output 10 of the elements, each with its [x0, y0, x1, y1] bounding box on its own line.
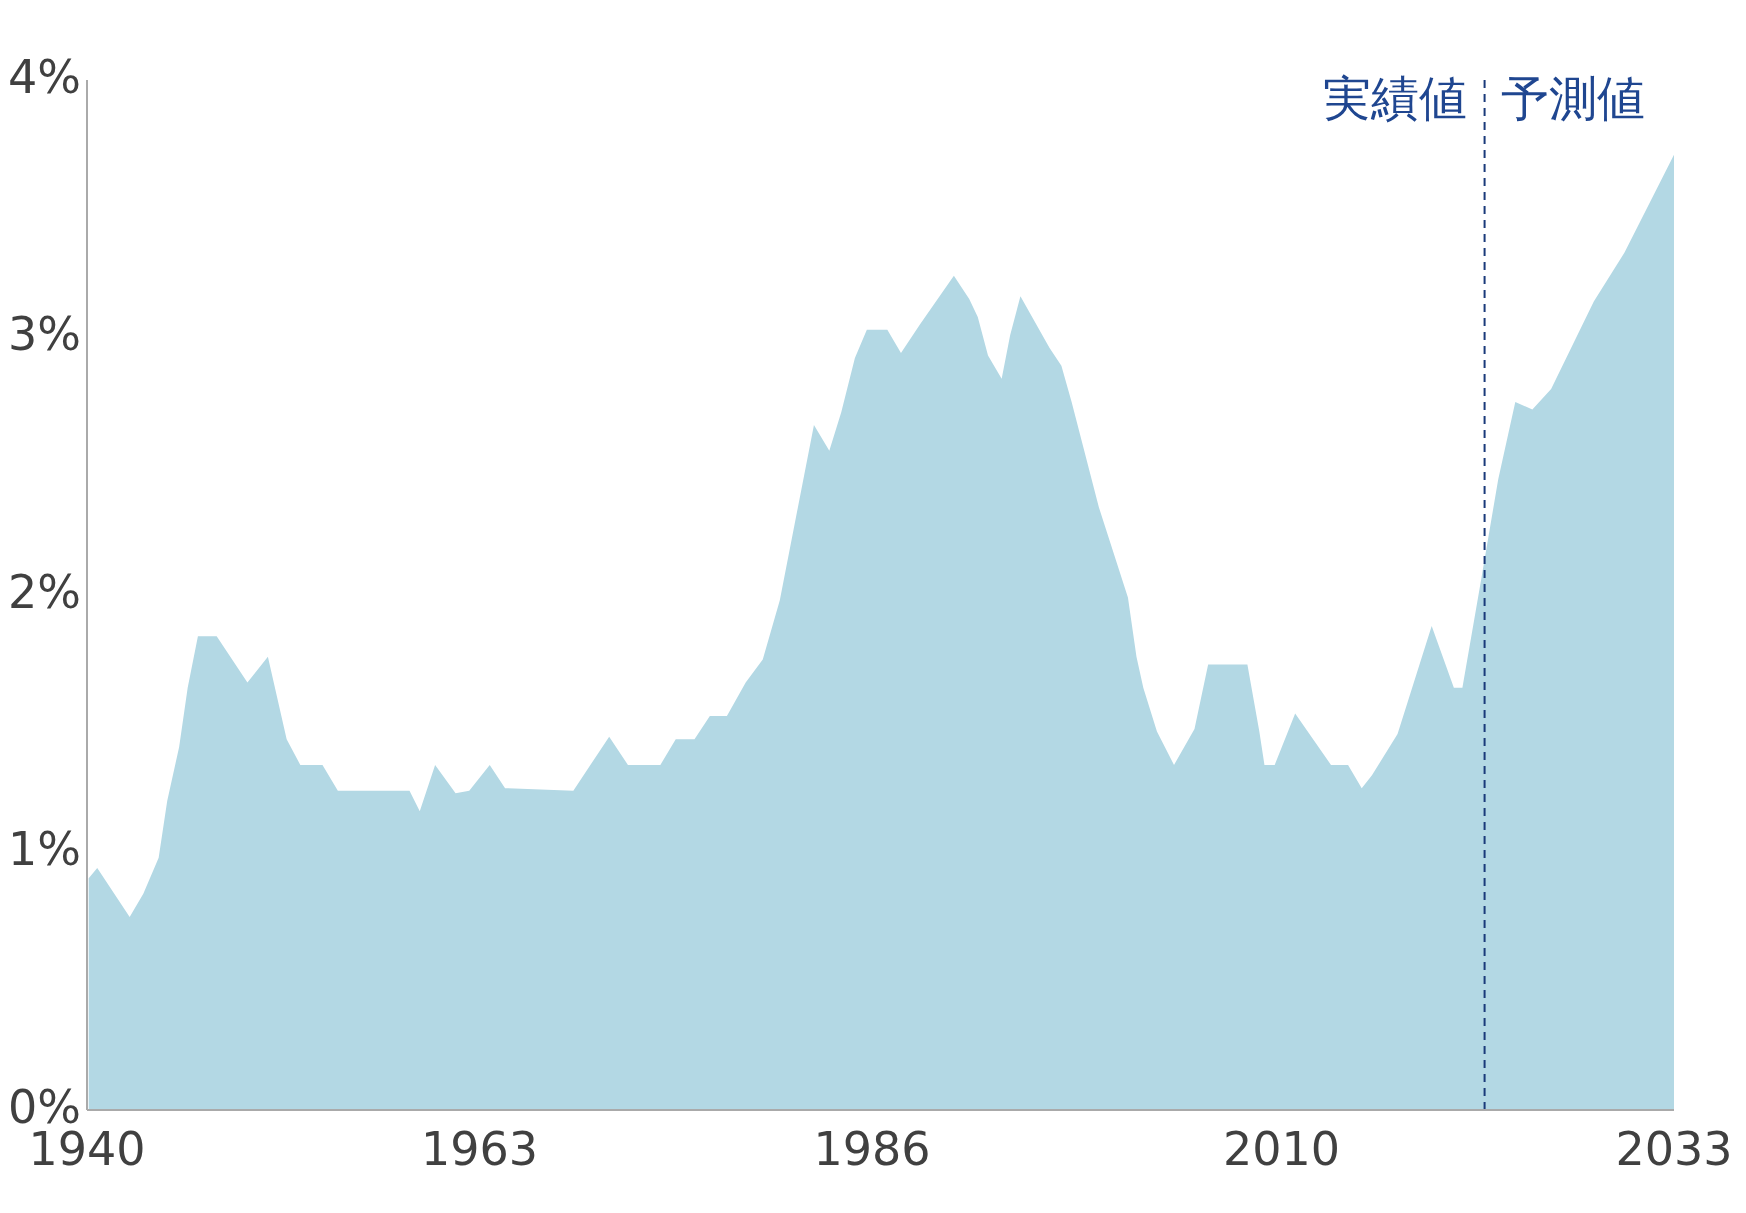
- y-tick-label: 2%: [8, 564, 81, 619]
- y-tick-label: 3%: [8, 307, 81, 361]
- x-tick-label: 1986: [813, 1122, 931, 1176]
- x-tick-label: 1963: [420, 1122, 539, 1176]
- annotation: 実績値: [1322, 70, 1467, 126]
- annotation: 予測値: [1500, 70, 1645, 126]
- x-tick-label: 2010: [1222, 1122, 1341, 1176]
- y-tick-label: 4%: [8, 49, 81, 104]
- y-tick-label: 1%: [8, 822, 81, 876]
- x-tick-label: 2033: [1615, 1122, 1733, 1176]
